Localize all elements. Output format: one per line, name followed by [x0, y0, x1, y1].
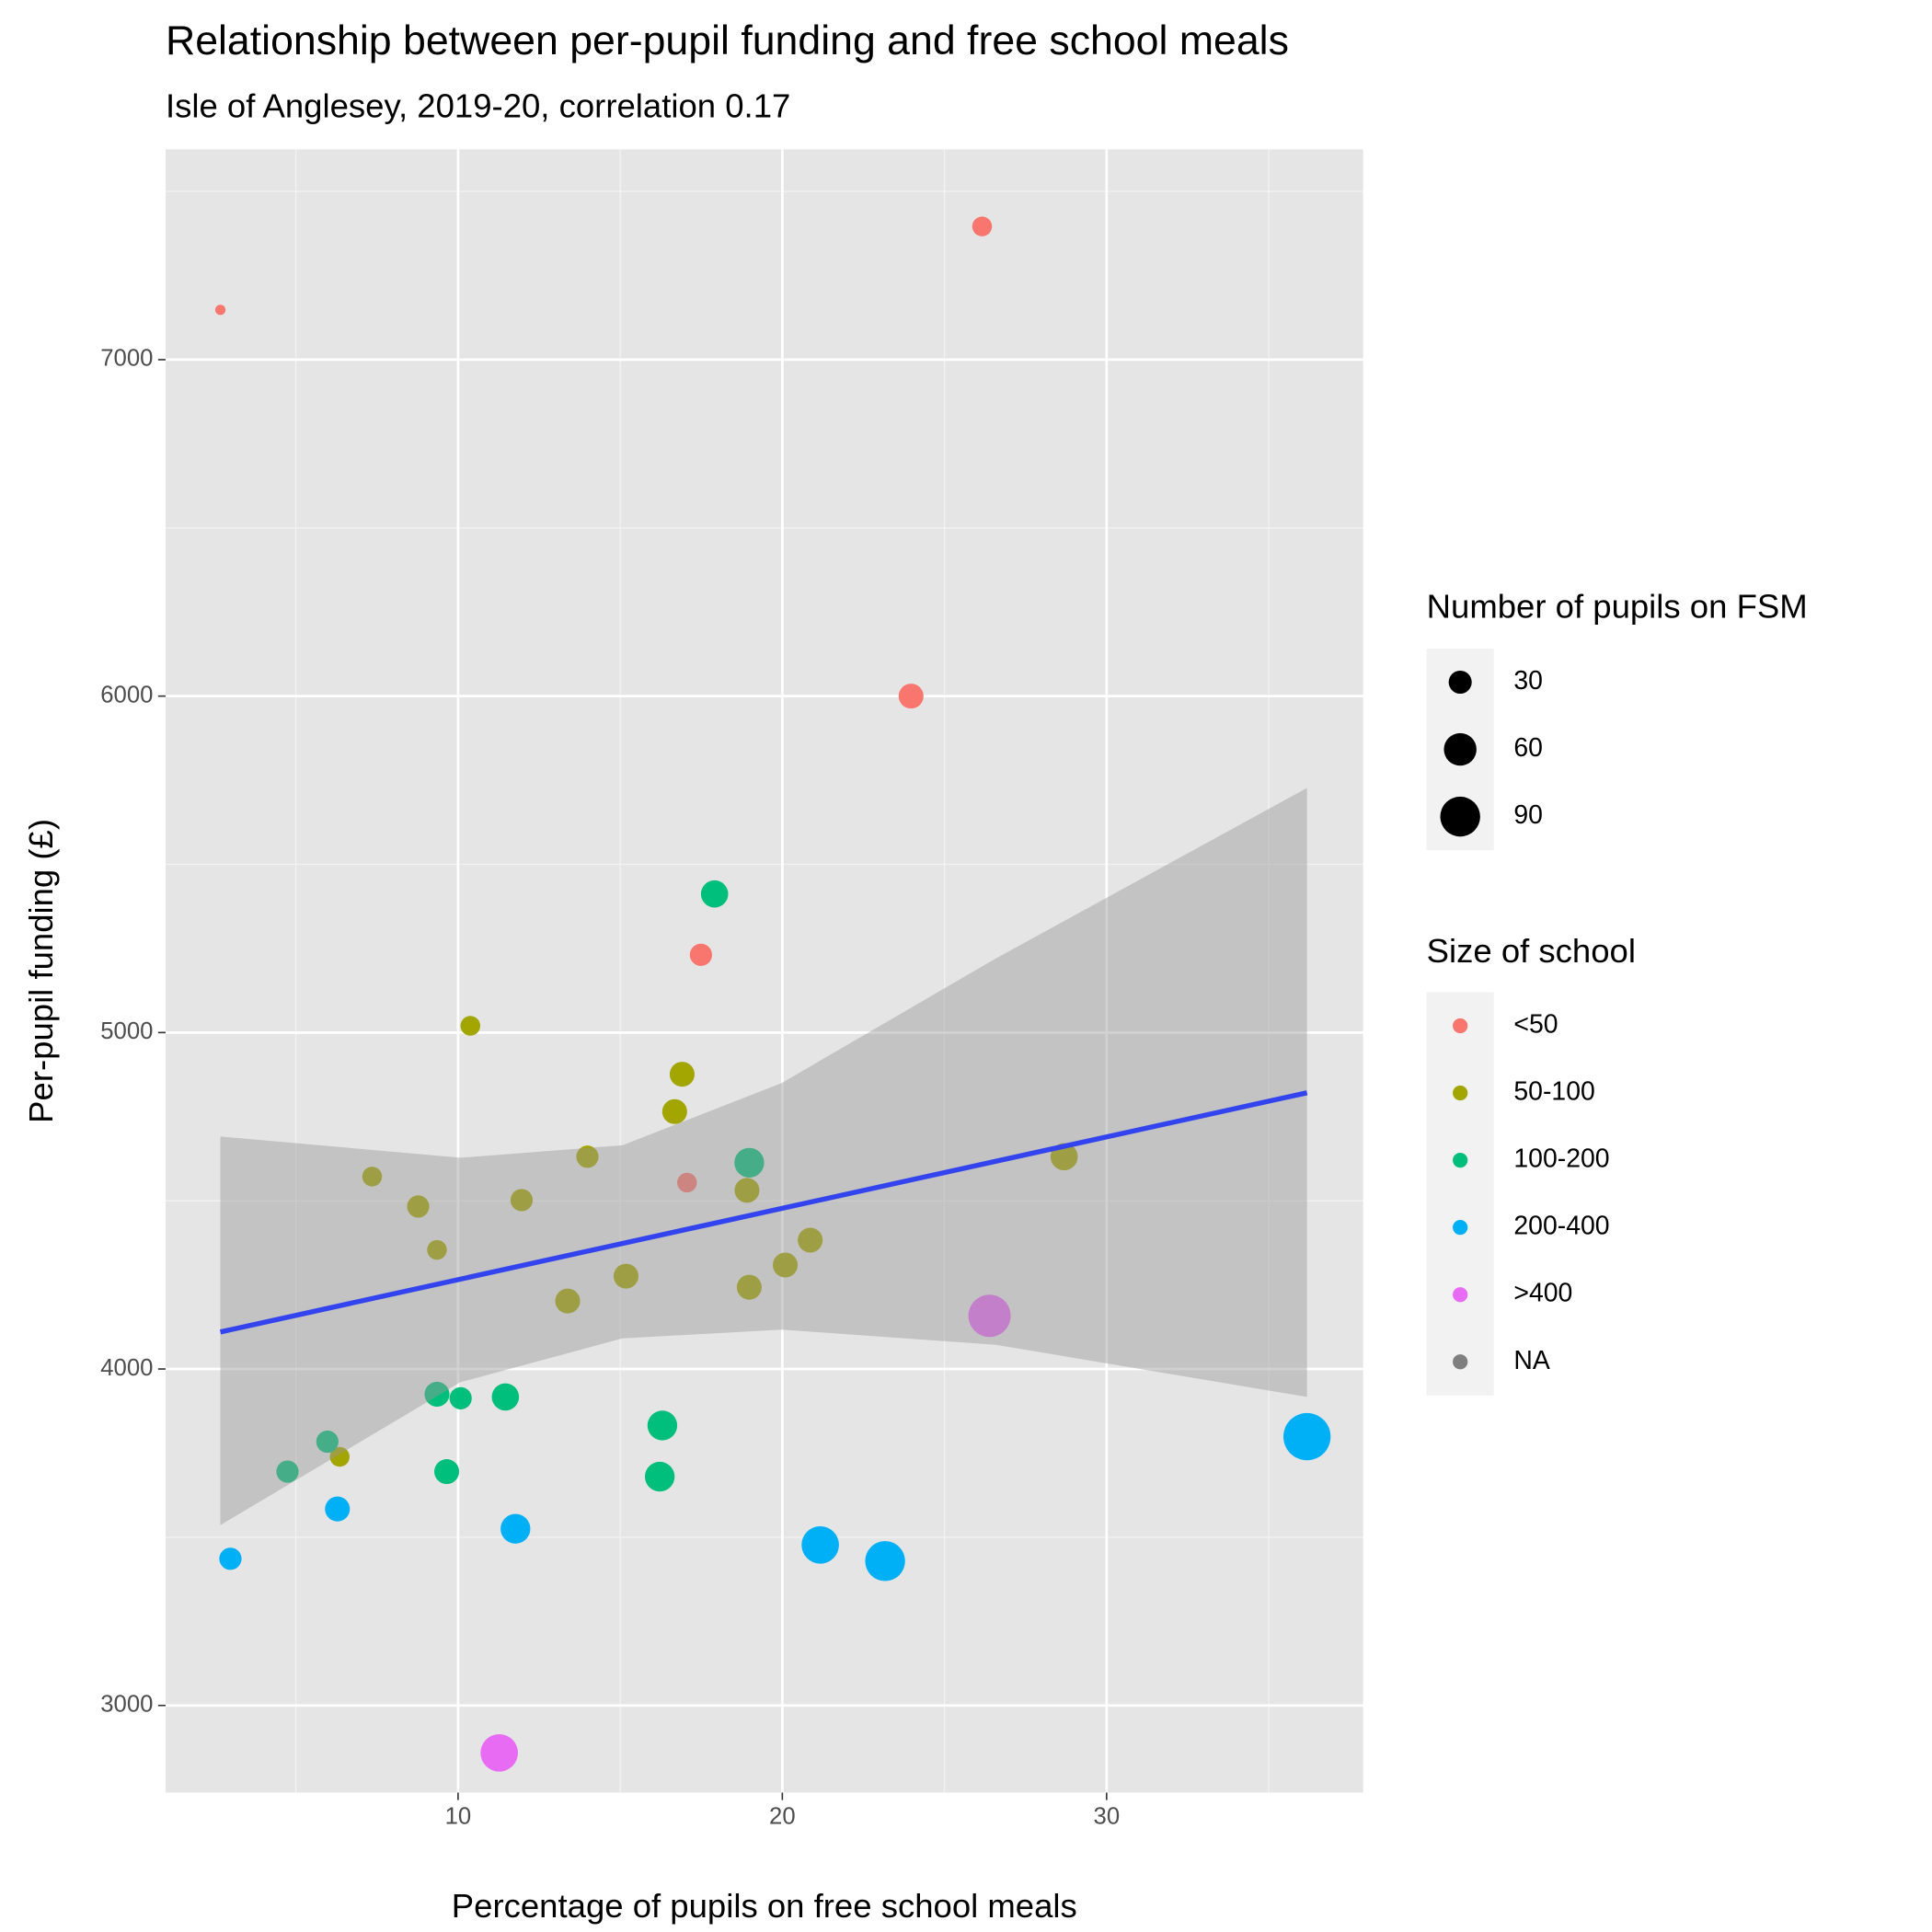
point: [576, 1145, 599, 1168]
legend-label: >400: [1513, 1279, 1572, 1308]
point: [773, 1252, 799, 1278]
legend-label: 60: [1513, 733, 1543, 763]
point: [644, 1461, 675, 1492]
point: [325, 1496, 351, 1522]
point: [491, 1383, 520, 1411]
y-tick-label: 7000: [100, 346, 153, 372]
legend-label: 30: [1513, 666, 1543, 696]
legend-label: 200-400: [1513, 1212, 1609, 1241]
plot-panel: [165, 149, 1363, 1793]
y-tick-label: 3000: [100, 1692, 153, 1718]
point: [898, 684, 924, 709]
chart-subtitle: Isle of Anglesey, 2019-20, correlation 0…: [166, 86, 790, 124]
x-tick-label: 10: [445, 1803, 472, 1829]
legend-color-key: [1453, 1287, 1468, 1303]
point: [219, 1547, 242, 1570]
point: [677, 1172, 697, 1193]
point: [734, 1147, 765, 1179]
point: [407, 1195, 430, 1218]
x-axis-title: Percentage of pupils on free school meal…: [452, 1887, 1077, 1925]
trend-line: [219, 1090, 1308, 1335]
y-tick-label: 6000: [100, 682, 153, 707]
point: [449, 1386, 472, 1409]
point: [427, 1239, 447, 1260]
legend-label: 50-100: [1513, 1077, 1594, 1107]
point: [362, 1167, 383, 1187]
confidence-band: [220, 788, 1307, 1525]
point: [424, 1381, 450, 1407]
point: [801, 1525, 839, 1564]
chart-title: Relationship between per-pupil funding a…: [166, 18, 1289, 63]
legend-key-bg: [1426, 992, 1494, 1396]
point: [460, 1016, 481, 1036]
legend-color-key: [1453, 1354, 1468, 1370]
legend-color-key: [1453, 1085, 1468, 1101]
color-legend-title: Size of school: [1427, 932, 1636, 970]
x-tick-label: 20: [769, 1803, 796, 1829]
legend-label: <50: [1513, 1009, 1558, 1039]
point: [736, 1274, 762, 1300]
point: [972, 216, 993, 236]
legend-size-key: [1443, 732, 1477, 766]
point: [669, 1062, 695, 1087]
legend-color-key: [1453, 1152, 1468, 1168]
point: [647, 1410, 678, 1441]
size-legend-title: Number of pupils on FSM: [1427, 587, 1808, 625]
point: [276, 1460, 299, 1483]
legend-size-key: [1440, 796, 1480, 837]
legend-color-key: [1453, 1018, 1468, 1034]
point: [865, 1541, 905, 1581]
point: [434, 1459, 460, 1485]
point: [700, 880, 729, 908]
point: [500, 1513, 531, 1544]
point: [689, 943, 712, 966]
point: [1282, 1412, 1331, 1461]
legend-label: 90: [1513, 800, 1543, 830]
point: [968, 1294, 1011, 1338]
legend-size-key: [1448, 670, 1472, 695]
legend-label: 100-200: [1513, 1144, 1609, 1174]
point: [798, 1227, 823, 1253]
point: [613, 1263, 638, 1289]
legend-label: NA: [1513, 1346, 1550, 1375]
point: [480, 1733, 518, 1772]
legend-color-key: [1453, 1220, 1468, 1236]
point: [316, 1430, 339, 1454]
y-axis-title: Per-pupil funding (£): [22, 819, 60, 1123]
y-tick-label: 4000: [100, 1355, 153, 1381]
point: [734, 1178, 760, 1203]
point: [510, 1189, 534, 1212]
point: [555, 1288, 581, 1314]
y-tick-label: 5000: [100, 1018, 153, 1044]
x-tick-label: 30: [1094, 1803, 1121, 1829]
point: [214, 305, 226, 316]
point: [329, 1446, 350, 1467]
point: [661, 1098, 687, 1124]
